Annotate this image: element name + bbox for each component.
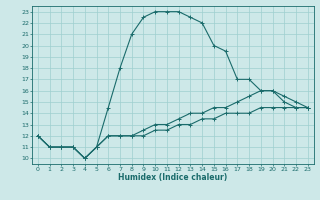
- X-axis label: Humidex (Indice chaleur): Humidex (Indice chaleur): [118, 173, 228, 182]
